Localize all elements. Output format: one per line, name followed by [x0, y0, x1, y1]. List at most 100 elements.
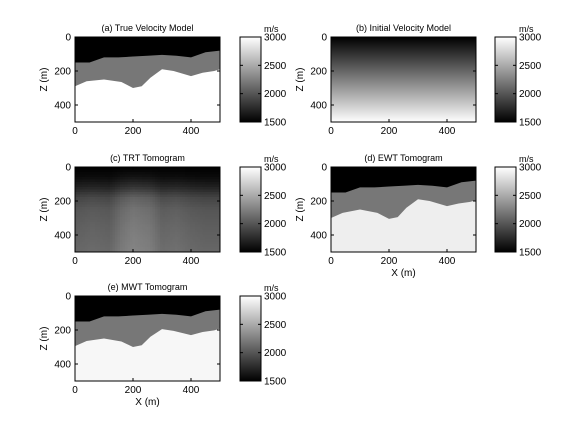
cell [213, 205, 216, 208]
cell [178, 237, 181, 240]
cell [205, 245, 208, 248]
cell [105, 192, 108, 195]
cell [148, 230, 151, 233]
cell [183, 180, 186, 183]
cell [173, 212, 176, 215]
cell [100, 192, 103, 195]
cell [155, 220, 158, 223]
cell [113, 220, 116, 223]
cell [183, 232, 186, 235]
cell [175, 205, 178, 208]
cell [185, 242, 188, 245]
cell [215, 222, 218, 225]
cell [90, 177, 93, 180]
cell [215, 170, 218, 173]
cell [165, 197, 168, 200]
cell [153, 175, 156, 178]
cell [88, 187, 91, 190]
cell [145, 187, 148, 190]
cell [148, 227, 151, 230]
cell [198, 175, 201, 178]
cell [170, 230, 173, 233]
cell [93, 237, 96, 240]
y-tick-label: 200 [54, 67, 71, 78]
cell [148, 237, 151, 240]
cell [80, 207, 83, 210]
cell [153, 180, 156, 183]
cell [195, 207, 198, 210]
cell [83, 185, 86, 188]
cell [83, 222, 86, 225]
cell [88, 197, 91, 200]
cell [113, 240, 116, 243]
cell [213, 197, 216, 200]
cell [103, 222, 106, 225]
cell [128, 240, 131, 243]
cell [123, 210, 126, 213]
cell [205, 185, 208, 188]
cell [178, 222, 181, 225]
cell [115, 205, 118, 208]
cell [93, 190, 96, 193]
cell [155, 222, 158, 225]
cell [80, 225, 83, 228]
cell [113, 207, 116, 210]
cell [118, 202, 121, 205]
cell [148, 187, 151, 190]
cell [135, 205, 138, 208]
cell [160, 175, 163, 178]
cell [183, 225, 186, 228]
cell [185, 245, 188, 248]
cell [80, 245, 83, 248]
cell [100, 217, 103, 220]
cell [143, 225, 146, 228]
cell [118, 235, 121, 238]
cell [133, 185, 136, 188]
cell [138, 205, 141, 208]
cell [215, 177, 218, 180]
cell [78, 222, 81, 225]
cell [150, 210, 153, 213]
cell [130, 172, 133, 175]
cell [98, 190, 101, 193]
cell [200, 182, 203, 185]
cell [150, 232, 153, 235]
cell [198, 185, 201, 188]
cell [130, 192, 133, 195]
cell [148, 240, 151, 243]
cell [158, 190, 161, 193]
cell [173, 217, 176, 220]
cell [188, 217, 191, 220]
cell [183, 197, 186, 200]
cell [210, 242, 213, 245]
cell [130, 200, 133, 203]
cell [108, 192, 111, 195]
cell [78, 192, 81, 195]
cell [128, 210, 131, 213]
cell [173, 172, 176, 175]
cell [128, 245, 131, 248]
cell [150, 195, 153, 198]
cell [113, 237, 116, 240]
cell [125, 207, 128, 210]
cell [168, 232, 171, 235]
cell [163, 175, 166, 178]
cell [153, 205, 156, 208]
cell [120, 240, 123, 243]
cell [108, 242, 111, 245]
colorbar-tick-label: 1500 [519, 248, 542, 259]
cell [173, 205, 176, 208]
cell [140, 192, 143, 195]
cell [105, 212, 108, 215]
cell [100, 225, 103, 228]
cell [93, 225, 96, 228]
cell [128, 227, 131, 230]
cell [153, 230, 156, 233]
cell [143, 175, 146, 178]
cell [158, 170, 161, 173]
cell [95, 202, 98, 205]
cell [195, 177, 198, 180]
cell [163, 192, 166, 195]
cell [113, 247, 116, 250]
cell [78, 242, 81, 245]
